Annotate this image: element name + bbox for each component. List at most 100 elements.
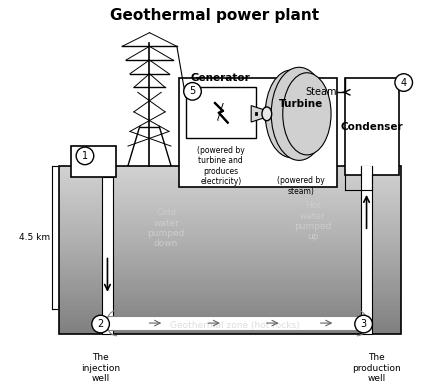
Bar: [58, 289, 401, 292]
Text: Cold
water
pumped
down: Cold water pumped down: [147, 208, 185, 248]
Circle shape: [184, 83, 201, 100]
Bar: [58, 205, 401, 208]
Text: (powered by
steam): (powered by steam): [277, 176, 325, 196]
Bar: [58, 185, 401, 188]
Text: Condenser: Condenser: [341, 122, 403, 131]
Bar: [58, 317, 401, 320]
Ellipse shape: [271, 67, 327, 160]
Bar: [71, 146, 116, 178]
Bar: [58, 281, 401, 283]
Circle shape: [92, 315, 109, 333]
Bar: [186, 88, 256, 138]
Text: (powered by
turbine and
produces
electricity): (powered by turbine and produces electri…: [197, 146, 245, 186]
Bar: [58, 224, 401, 227]
Bar: [58, 216, 401, 219]
Bar: [58, 210, 401, 213]
Text: Turbine: Turbine: [279, 99, 323, 109]
Bar: [58, 174, 401, 177]
Text: /: /: [218, 103, 226, 123]
Bar: [58, 199, 401, 202]
Bar: [58, 219, 401, 222]
Text: Generator: Generator: [191, 73, 251, 83]
Bar: [58, 314, 401, 317]
Text: Hot
water
pumped
up: Hot water pumped up: [294, 201, 332, 242]
Bar: [108, 316, 366, 330]
Text: Cold
water: Cold water: [78, 151, 110, 172]
Bar: [58, 169, 401, 171]
Bar: [58, 213, 401, 216]
Bar: [58, 236, 401, 239]
Bar: [58, 239, 401, 241]
Text: Steam: Steam: [306, 87, 337, 97]
Bar: [58, 179, 401, 183]
Text: /: /: [217, 103, 225, 123]
Bar: [101, 166, 114, 178]
Ellipse shape: [264, 89, 316, 138]
Bar: [58, 177, 401, 179]
Text: 4: 4: [401, 77, 407, 88]
Bar: [58, 244, 401, 247]
Ellipse shape: [276, 89, 328, 138]
Bar: [58, 197, 401, 199]
Text: Geothermal power plant: Geothermal power plant: [111, 7, 319, 23]
Bar: [361, 166, 372, 334]
Ellipse shape: [265, 70, 317, 158]
Bar: [58, 306, 401, 308]
Bar: [58, 183, 401, 185]
Bar: [58, 272, 401, 275]
Bar: [101, 166, 114, 334]
Circle shape: [76, 147, 94, 165]
Text: Geothermal zone (hot rocks): Geothermal zone (hot rocks): [170, 321, 299, 330]
Text: The
production
well: The production well: [352, 353, 401, 383]
Bar: [58, 331, 401, 334]
Bar: [58, 267, 401, 269]
Bar: [58, 275, 401, 278]
Bar: [179, 78, 337, 187]
Bar: [58, 269, 401, 272]
Bar: [58, 308, 401, 311]
Bar: [58, 233, 401, 236]
Bar: [58, 320, 401, 323]
Bar: [58, 191, 401, 194]
Bar: [58, 294, 401, 298]
Bar: [58, 166, 401, 334]
Ellipse shape: [283, 73, 331, 155]
Bar: [58, 298, 401, 300]
Bar: [58, 255, 401, 258]
Text: 3: 3: [360, 319, 367, 329]
Bar: [58, 227, 401, 230]
Bar: [58, 328, 401, 331]
Bar: [58, 230, 401, 233]
Bar: [58, 171, 401, 174]
Text: 2: 2: [98, 319, 104, 329]
Bar: [58, 264, 401, 267]
Ellipse shape: [270, 89, 322, 138]
Bar: [58, 194, 401, 197]
Text: 4.5 km: 4.5 km: [18, 233, 50, 242]
Bar: [58, 325, 401, 328]
Bar: [58, 261, 401, 264]
Bar: [345, 78, 399, 176]
Bar: [58, 278, 401, 281]
Polygon shape: [251, 106, 264, 122]
Bar: [58, 253, 401, 255]
Bar: [58, 258, 401, 261]
Bar: [58, 188, 401, 191]
Bar: [58, 250, 401, 253]
Circle shape: [355, 315, 372, 333]
Circle shape: [395, 74, 412, 91]
Text: The
injection
well: The injection well: [81, 353, 120, 383]
Bar: [58, 166, 401, 169]
Bar: [58, 283, 401, 286]
Bar: [58, 323, 401, 325]
Bar: [58, 292, 401, 294]
Bar: [58, 222, 401, 224]
Bar: [58, 303, 401, 306]
Bar: [361, 166, 372, 176]
Bar: [58, 247, 401, 250]
Bar: [58, 300, 401, 303]
Text: 5: 5: [189, 86, 196, 96]
Ellipse shape: [262, 107, 272, 121]
Bar: [58, 202, 401, 205]
Bar: [58, 208, 401, 210]
